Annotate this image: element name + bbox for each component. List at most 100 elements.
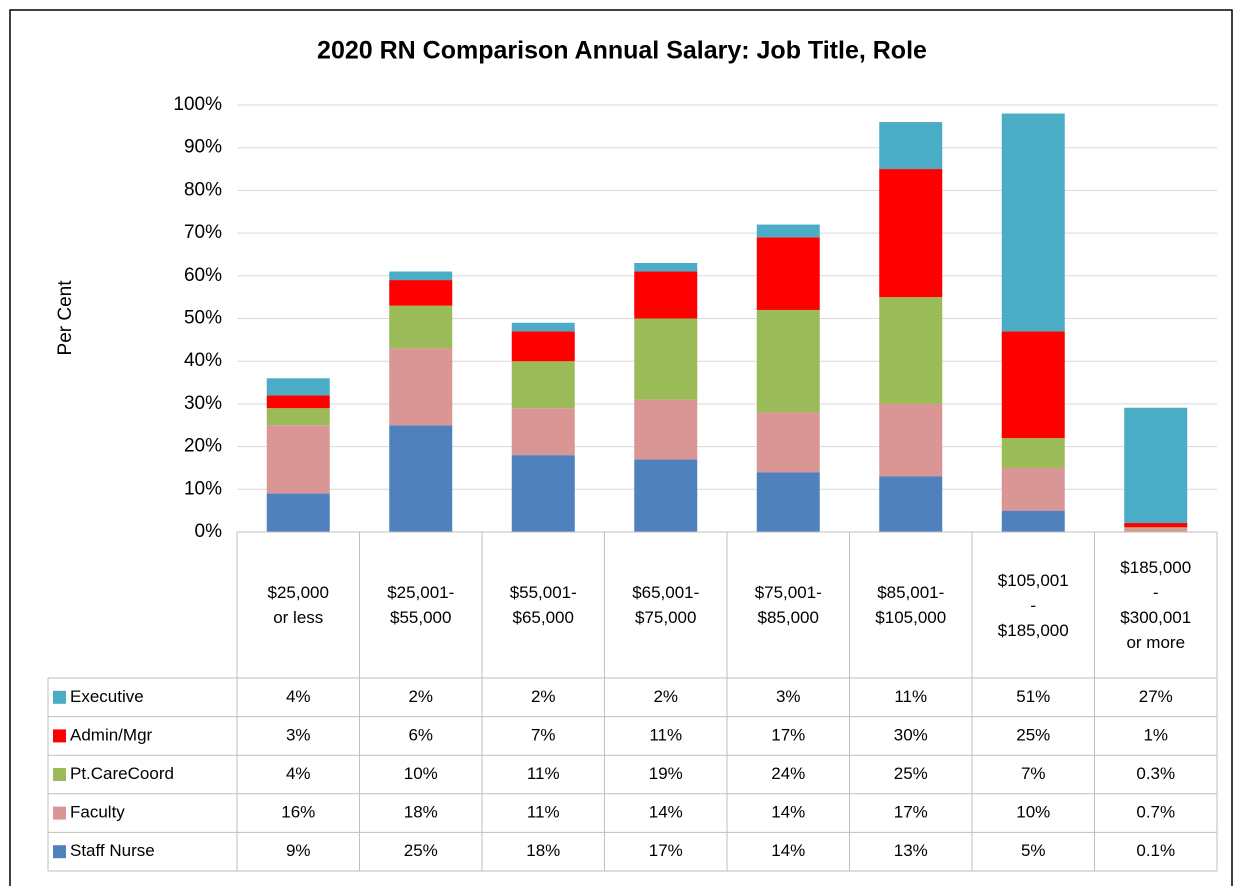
bar-segment xyxy=(1124,528,1188,532)
table-value: 24% xyxy=(771,764,805,783)
bar-segment xyxy=(266,425,330,494)
table-value: 11% xyxy=(649,725,682,744)
x-tick-label: $65,001- $75,000 xyxy=(632,583,700,627)
bar-segment xyxy=(266,493,330,532)
bar-segment xyxy=(1124,527,1188,529)
bar-segment xyxy=(389,425,453,532)
legend-swatch xyxy=(53,690,66,704)
bar-segment xyxy=(1001,113,1065,332)
bar-segment xyxy=(634,318,698,400)
bar-segment xyxy=(1001,467,1065,511)
legend-label: Staff Nurse xyxy=(70,841,155,860)
bar-segment xyxy=(756,224,820,238)
legend-swatch xyxy=(53,806,66,820)
y-tick-label: 50% xyxy=(184,308,222,329)
bar-segment xyxy=(756,237,820,310)
bar-segment xyxy=(756,472,820,532)
y-tick-label: 90% xyxy=(184,137,222,158)
bar-segment xyxy=(511,408,575,456)
y-tick-label: 60% xyxy=(184,265,222,286)
chart-frame xyxy=(9,9,1233,886)
bar-segment xyxy=(266,408,330,426)
bar-segment xyxy=(1001,438,1065,468)
chart-title: 2020 RN Comparison Annual Salary: Job Ti… xyxy=(317,37,927,65)
table-value: 16% xyxy=(281,803,315,822)
table-value: 17% xyxy=(894,803,928,822)
table-value: 7% xyxy=(1021,764,1046,783)
table-value: 2% xyxy=(531,687,556,706)
bar-segment xyxy=(1124,523,1188,528)
bar-segment xyxy=(511,322,575,332)
table-value: 9% xyxy=(286,841,311,860)
table-value: 25% xyxy=(894,764,928,783)
legend-label: Admin/Mgr xyxy=(70,725,153,744)
table-value: 17% xyxy=(649,841,683,860)
y-tick-label: 80% xyxy=(184,179,222,200)
bar-segment xyxy=(511,331,575,362)
bar-segment xyxy=(756,309,820,413)
bar-segment xyxy=(879,122,943,170)
x-tick-label: $55,001- $65,000 xyxy=(509,583,577,627)
x-tick-label: $185,000 - $300,001 or more xyxy=(1120,558,1192,652)
table-value: 14% xyxy=(771,803,805,822)
legend-label: Faculty xyxy=(70,803,125,822)
x-tick-label: $25,000 or less xyxy=(267,583,329,627)
table-value: 0.1% xyxy=(1136,841,1175,860)
bar-segment xyxy=(756,412,820,473)
y-tick-label: 20% xyxy=(184,436,222,457)
bar-segment xyxy=(1001,510,1065,532)
bar-segment xyxy=(1124,407,1188,524)
bar-segment xyxy=(389,280,453,306)
table-value: 1% xyxy=(1143,725,1168,744)
table-value: 4% xyxy=(286,687,311,706)
table-value: 19% xyxy=(649,764,683,783)
y-tick-label: 40% xyxy=(184,350,222,371)
table-value: 13% xyxy=(894,841,928,860)
legend-label: Executive xyxy=(70,687,144,706)
bar-segment xyxy=(879,169,943,298)
bar-segment xyxy=(634,459,698,532)
y-tick-label: 70% xyxy=(184,222,222,243)
y-tick-label: 100% xyxy=(173,94,222,115)
table-value: 17% xyxy=(771,725,805,744)
bar-segment xyxy=(266,378,330,396)
bar-segment xyxy=(389,348,453,426)
table-value: 10% xyxy=(404,764,438,783)
table-value: 11% xyxy=(894,687,927,706)
bar-segment xyxy=(511,361,575,409)
x-tick-label: $105,001 - $185,000 xyxy=(997,570,1069,640)
table-value: 2% xyxy=(653,687,678,706)
table-value: 14% xyxy=(771,841,805,860)
bar-segment xyxy=(1001,331,1065,439)
y-tick-label: 30% xyxy=(184,393,222,414)
y-axis-label: Per Cent xyxy=(55,280,76,356)
table-value: 18% xyxy=(526,841,560,860)
bar-segment xyxy=(389,271,453,281)
x-tick-label: $75,001- $85,000 xyxy=(754,583,822,627)
table-value: 25% xyxy=(404,841,438,860)
table-value: 25% xyxy=(1016,725,1050,744)
bar-segment xyxy=(511,455,575,532)
table-value: 27% xyxy=(1139,687,1173,706)
table-value: 4% xyxy=(286,764,311,783)
x-tick-label: $25,001- $55,000 xyxy=(387,583,455,627)
bar-segment xyxy=(266,395,330,409)
table-value: 51% xyxy=(1016,687,1050,706)
bar-segment xyxy=(879,403,943,477)
bar-segment xyxy=(634,271,698,319)
table-value: 7% xyxy=(531,725,556,744)
table-value: 3% xyxy=(776,687,801,706)
table-value: 6% xyxy=(408,725,433,744)
table-value: 0.7% xyxy=(1136,803,1175,822)
y-tick-label: 0% xyxy=(195,521,223,542)
table-value: 18% xyxy=(404,803,438,822)
table-value: 5% xyxy=(1021,841,1046,860)
bar-segment xyxy=(634,262,698,272)
table-value: 0.3% xyxy=(1136,764,1175,783)
table-value: 11% xyxy=(527,764,560,783)
table-value: 30% xyxy=(894,725,928,744)
table-value: 2% xyxy=(408,687,433,706)
bar-segment xyxy=(879,297,943,404)
table-value: 10% xyxy=(1016,803,1050,822)
